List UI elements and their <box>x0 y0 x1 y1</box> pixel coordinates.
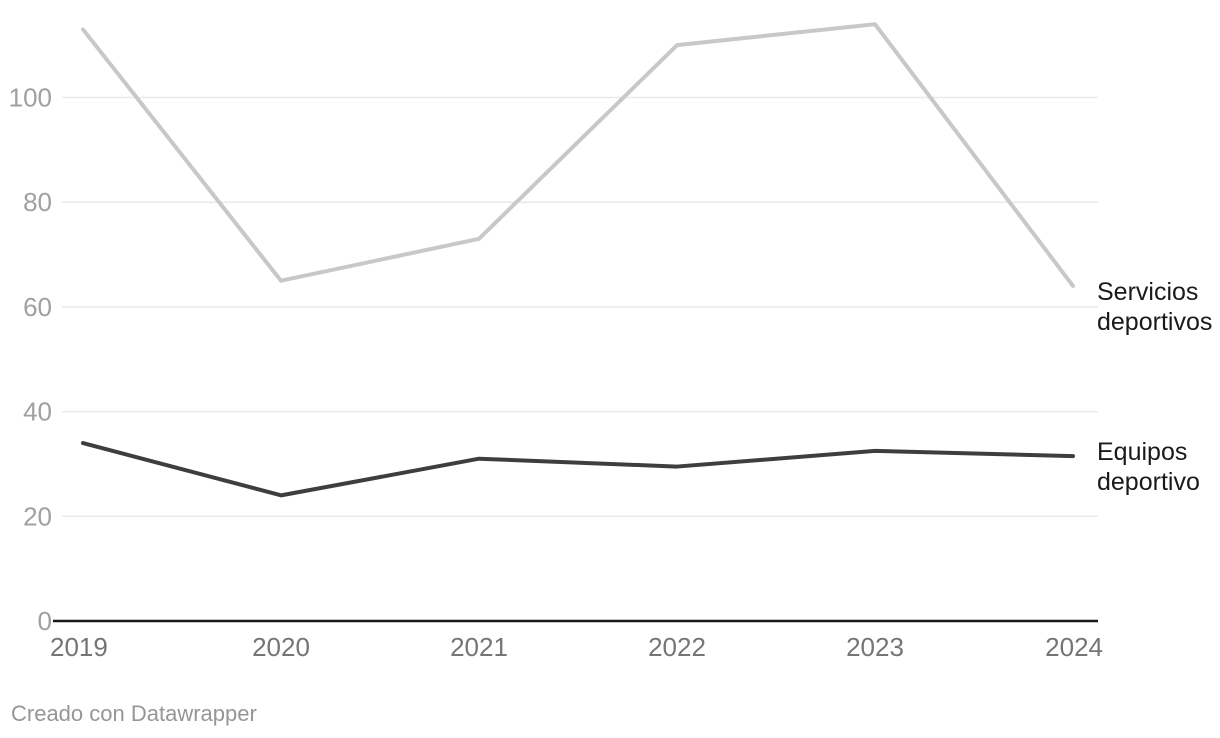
x-axis-tick-label: 2019 <box>50 632 108 662</box>
series-label-servicios-deportivos: Servicios deportivos <box>1097 278 1213 336</box>
series-line-equipos-deportivo <box>81 441 1075 498</box>
x-axis-tick-label: 2023 <box>846 632 904 662</box>
y-axis-tick-label: 60 <box>23 292 52 322</box>
y-axis-tick-label: 0 <box>38 606 52 636</box>
series-label-equipos-deportivo: Equipos deportivo <box>1097 438 1200 496</box>
y-axis-tick-label: 40 <box>23 397 52 427</box>
x-axis-tick-label: 2024 <box>1045 632 1103 662</box>
y-axis-tick-label: 20 <box>23 501 52 531</box>
y-axis-tick-label: 100 <box>9 83 52 113</box>
datawrapper-credit-link[interactable]: Creado con Datawrapper <box>11 701 257 726</box>
x-axis-tick-label: 2022 <box>648 632 706 662</box>
y-axis-tick-label: 80 <box>23 187 52 217</box>
series-line-servicios-deportivos <box>81 22 1075 288</box>
x-axis-tick-label: 2020 <box>252 632 310 662</box>
x-axis-tick-label: 2021 <box>450 632 508 662</box>
